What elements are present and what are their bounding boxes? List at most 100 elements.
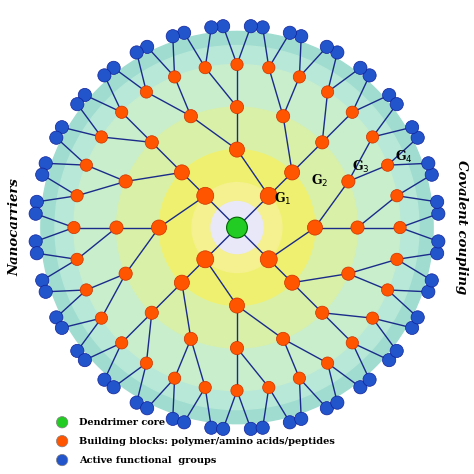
- Circle shape: [295, 29, 308, 43]
- Circle shape: [430, 246, 444, 260]
- Text: G$_3$: G$_3$: [352, 158, 369, 174]
- Circle shape: [366, 131, 379, 143]
- Circle shape: [244, 422, 257, 436]
- Circle shape: [363, 373, 376, 386]
- Circle shape: [56, 417, 68, 428]
- Circle shape: [383, 354, 396, 367]
- Circle shape: [354, 61, 367, 74]
- Circle shape: [422, 157, 435, 170]
- Circle shape: [80, 159, 92, 171]
- Circle shape: [140, 86, 153, 98]
- Circle shape: [78, 354, 91, 367]
- Circle shape: [116, 106, 128, 118]
- Circle shape: [184, 332, 198, 346]
- Circle shape: [276, 109, 290, 123]
- Circle shape: [217, 422, 230, 436]
- Circle shape: [168, 71, 181, 83]
- Circle shape: [205, 21, 218, 34]
- Circle shape: [342, 267, 355, 280]
- Circle shape: [331, 46, 344, 59]
- Circle shape: [29, 207, 42, 220]
- Circle shape: [229, 298, 245, 313]
- Circle shape: [263, 381, 275, 393]
- Circle shape: [39, 285, 52, 299]
- Circle shape: [295, 412, 308, 426]
- Circle shape: [211, 201, 263, 254]
- Circle shape: [244, 19, 257, 33]
- Circle shape: [140, 401, 154, 415]
- Circle shape: [71, 98, 84, 111]
- Circle shape: [29, 235, 42, 248]
- Circle shape: [316, 136, 329, 149]
- Circle shape: [74, 64, 400, 391]
- Circle shape: [184, 109, 198, 123]
- Circle shape: [422, 285, 435, 299]
- Circle shape: [231, 384, 243, 397]
- Circle shape: [382, 159, 394, 171]
- Circle shape: [117, 107, 357, 348]
- Circle shape: [192, 182, 282, 273]
- Circle shape: [178, 26, 191, 39]
- Circle shape: [95, 131, 108, 143]
- Circle shape: [430, 195, 444, 209]
- Circle shape: [145, 306, 158, 319]
- Circle shape: [382, 284, 394, 296]
- Circle shape: [405, 120, 419, 134]
- Circle shape: [230, 100, 244, 114]
- Circle shape: [321, 357, 334, 369]
- Circle shape: [432, 235, 445, 248]
- Circle shape: [351, 221, 364, 234]
- Circle shape: [230, 341, 244, 355]
- Circle shape: [411, 131, 424, 144]
- Circle shape: [217, 19, 230, 33]
- Circle shape: [366, 312, 379, 324]
- Text: G$_2$: G$_2$: [311, 173, 328, 189]
- Circle shape: [68, 221, 80, 234]
- Text: Covalent coupling: Covalent coupling: [455, 160, 468, 295]
- Circle shape: [41, 31, 433, 424]
- Circle shape: [320, 40, 334, 54]
- Circle shape: [152, 220, 166, 235]
- Circle shape: [293, 71, 306, 83]
- Circle shape: [119, 175, 132, 188]
- Circle shape: [50, 311, 63, 324]
- Circle shape: [260, 187, 277, 204]
- Circle shape: [56, 436, 68, 447]
- Text: Dendrimer core: Dendrimer core: [79, 418, 165, 427]
- Circle shape: [55, 321, 69, 335]
- Circle shape: [116, 337, 128, 349]
- Circle shape: [390, 344, 403, 357]
- Circle shape: [55, 46, 419, 410]
- Text: Building blocks: polymer/amino acids/peptides: Building blocks: polymer/amino acids/pep…: [79, 437, 335, 446]
- Circle shape: [205, 421, 218, 434]
- Circle shape: [283, 26, 296, 39]
- Circle shape: [363, 69, 376, 82]
- Circle shape: [130, 396, 143, 409]
- Circle shape: [80, 284, 92, 296]
- Circle shape: [145, 136, 158, 149]
- Circle shape: [346, 106, 358, 118]
- Circle shape: [71, 253, 83, 265]
- Circle shape: [55, 120, 69, 134]
- Circle shape: [30, 195, 44, 209]
- Circle shape: [256, 21, 269, 34]
- Circle shape: [78, 88, 91, 101]
- Circle shape: [168, 372, 181, 384]
- Circle shape: [316, 306, 329, 319]
- Circle shape: [98, 373, 111, 386]
- Circle shape: [390, 98, 403, 111]
- Circle shape: [197, 187, 214, 204]
- Circle shape: [263, 62, 275, 74]
- Circle shape: [425, 168, 438, 181]
- Circle shape: [276, 332, 290, 346]
- Circle shape: [405, 321, 419, 335]
- Circle shape: [284, 165, 300, 180]
- Circle shape: [354, 381, 367, 394]
- Text: Active functional  groups: Active functional groups: [79, 456, 216, 465]
- Circle shape: [331, 396, 344, 409]
- Circle shape: [391, 253, 403, 265]
- Circle shape: [174, 165, 190, 180]
- Circle shape: [130, 46, 143, 59]
- Circle shape: [308, 220, 322, 235]
- Circle shape: [321, 86, 334, 98]
